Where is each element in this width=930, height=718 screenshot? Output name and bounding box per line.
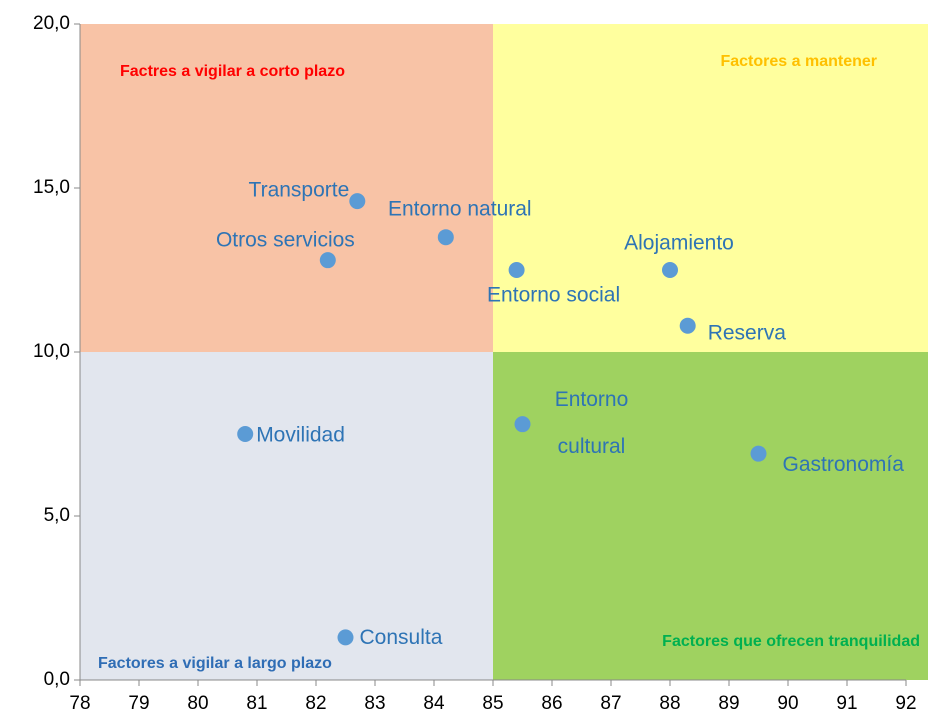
point <box>349 193 366 210</box>
point <box>508 262 525 278</box>
quadrant-label: Factores que ofrecen tranquilidad <box>662 633 920 650</box>
x-tick-label: 87 <box>600 693 621 714</box>
point-label: Alojamiento <box>624 232 734 255</box>
x-tick-label: 82 <box>305 693 326 714</box>
x-tick-label: 88 <box>659 693 680 714</box>
quadrant-label: Factores a mantener <box>720 53 877 70</box>
x-tick-label: 80 <box>187 693 208 714</box>
x-tick-label: 90 <box>777 693 798 714</box>
x-tick-label: 85 <box>482 693 503 714</box>
x-tick-label: 86 <box>541 693 562 714</box>
y-tick-label: 20,0 <box>33 13 70 34</box>
y-tick-label: 15,0 <box>33 177 70 198</box>
point-label: Consulta <box>360 626 443 649</box>
y-tick-label: 0,0 <box>44 669 70 690</box>
point-label: Transporte <box>249 179 350 202</box>
point-label: Entorno social <box>487 284 620 307</box>
x-tick-label: 84 <box>423 693 445 714</box>
point <box>750 445 767 462</box>
x-tick-label: 79 <box>128 693 149 714</box>
point-label: Entorno natural <box>388 198 532 221</box>
x-tick-label: 89 <box>718 693 739 714</box>
point-label: Gastronomía <box>783 453 905 476</box>
quadrant <box>80 352 493 680</box>
quadrant-label: Factres a vigilar a corto plazo <box>120 63 345 80</box>
quadrant <box>493 24 928 352</box>
y-tick-label: 10,0 <box>33 341 70 362</box>
point-label: Movilidad <box>256 424 345 447</box>
point-label: Entorno cultural <box>555 388 629 458</box>
quadrant <box>80 24 493 352</box>
point <box>319 252 336 269</box>
y-tick-label: 5,0 <box>44 505 70 526</box>
x-tick-label: 81 <box>246 693 267 714</box>
point <box>514 416 531 433</box>
quadrant <box>493 352 928 680</box>
point <box>437 229 454 246</box>
point-label: Reserva <box>708 321 787 344</box>
quadrant-label: Factores a vigilar a largo plazo <box>98 655 332 672</box>
point <box>337 629 354 646</box>
point <box>662 262 678 278</box>
point <box>679 317 696 334</box>
x-tick-label: 78 <box>69 693 90 714</box>
point <box>237 426 254 442</box>
point-label: Otros servicios <box>216 229 355 252</box>
x-tick-label: 83 <box>364 693 385 714</box>
x-tick-label: 91 <box>836 693 857 714</box>
x-tick-label: 92 <box>895 693 916 714</box>
